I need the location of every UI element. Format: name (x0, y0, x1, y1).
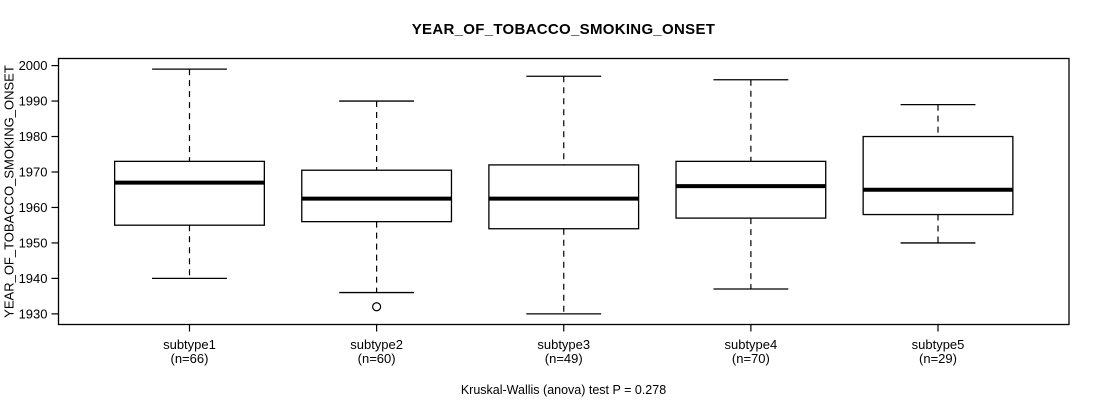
category-label: subtype3 (537, 337, 590, 352)
y-tick-label: 1970 (19, 164, 48, 179)
outlier-point (372, 302, 382, 312)
category-label: subtype2 (350, 337, 403, 352)
y-tick-label: 2000 (19, 58, 48, 73)
chart-title: YEAR_OF_TOBACCO_SMOKING_ONSET (411, 21, 716, 38)
iqr-box (301, 169, 453, 223)
category-count-label: (n=49) (545, 351, 583, 366)
y-tick-label: 1940 (19, 271, 48, 286)
category-label: subtype5 (912, 337, 965, 352)
y-tick-label: 1980 (19, 129, 48, 144)
category-count-label: (n=66) (171, 351, 209, 366)
category-count-label: (n=70) (732, 351, 770, 366)
category-label: subtype4 (724, 337, 777, 352)
category-count-label: (n=29) (919, 351, 957, 366)
iqr-box (862, 135, 1014, 216)
y-tick-label: 1930 (19, 306, 48, 321)
y-tick-label: 1960 (19, 200, 48, 215)
statistical-test-note: Kruskal-Wallis (anova) test P = 0.278 (460, 383, 667, 397)
iqr-box (113, 160, 265, 226)
y-tick-label: 1990 (19, 94, 48, 109)
category-label: subtype1 (163, 337, 216, 352)
category-count-label: (n=60) (358, 351, 396, 366)
iqr-box (675, 160, 827, 219)
y-tick-label: 1950 (19, 235, 48, 250)
